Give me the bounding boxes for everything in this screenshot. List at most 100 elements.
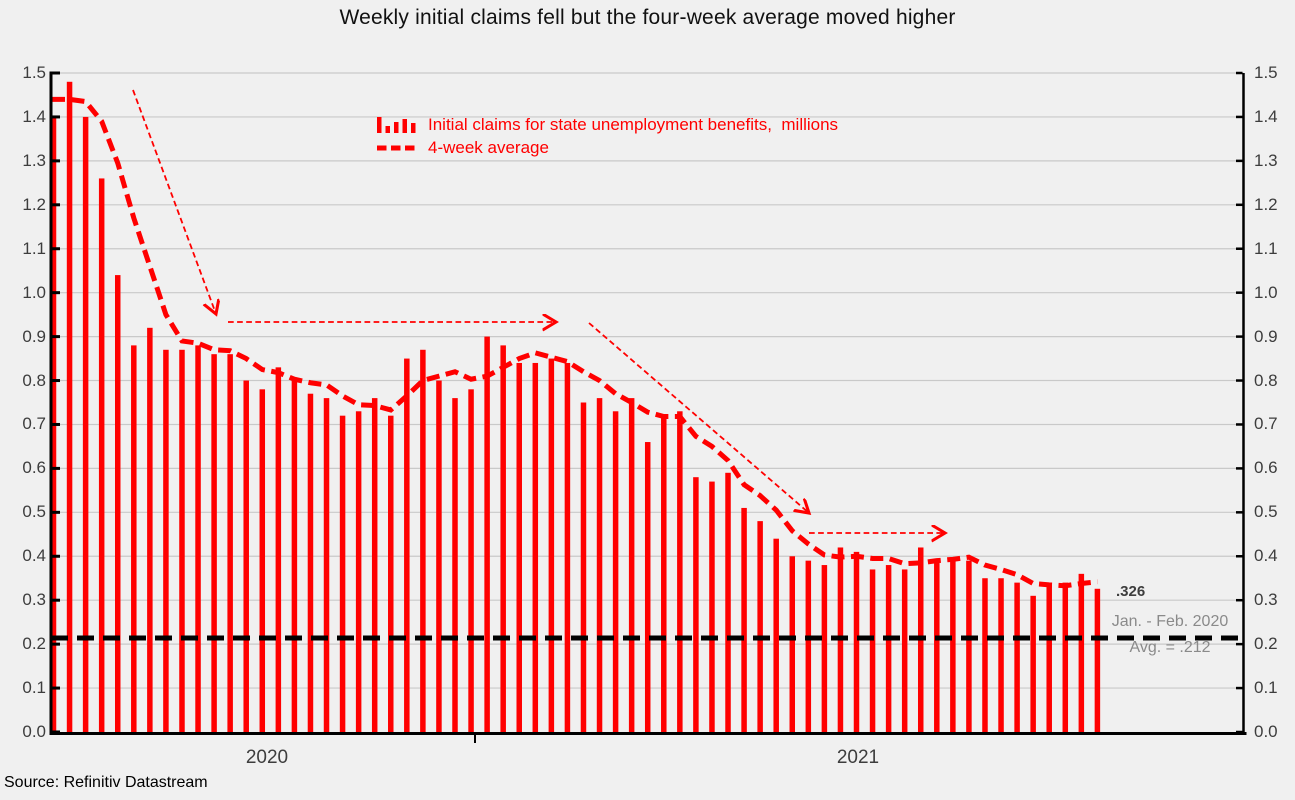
bar-week-34 [596, 398, 603, 733]
bar-week-1 [66, 81, 73, 733]
decline-arrow-2 [588, 322, 809, 513]
bar-week-51 [869, 569, 876, 733]
bar-week-32 [564, 362, 571, 733]
y-tick-label-left-0.0: 0.0 [22, 722, 46, 741]
last-value-label: .326 [1116, 583, 1146, 600]
bar-week-4 [114, 275, 121, 733]
bar-week-23 [420, 349, 426, 733]
bar-week-11 [227, 354, 233, 733]
bar-week-21 [388, 415, 394, 733]
y-tick-label-left-1.3: 1.3 [22, 150, 46, 170]
bar-week-59 [998, 578, 1004, 733]
y-tick-label-right-0.0: 0.0 [1254, 722, 1278, 741]
bar-week-5 [131, 345, 137, 733]
bar-week-7 [163, 349, 169, 733]
y-tick-label-left-0.9: 0.9 [22, 326, 46, 346]
bar-week-41 [709, 481, 715, 733]
y-tick-label-right-0.1: 0.1 [1254, 678, 1278, 698]
y-tick-label-left-0.2: 0.2 [22, 634, 46, 654]
x-year-label-2020: 2020 [245, 747, 289, 768]
source-text: Source: Refinitiv Datastream [4, 774, 208, 791]
bar-week-6 [147, 327, 153, 733]
bar-week-13 [259, 389, 266, 733]
y-tick-label-left-1.5: 1.5 [22, 63, 46, 82]
bar-week-62 [1046, 582, 1052, 733]
bar-week-40 [693, 477, 699, 733]
legend-row-bars: Initial claims for state unemployment be… [377, 113, 838, 136]
bar-week-2 [82, 116, 89, 733]
bar-week-37 [644, 442, 651, 733]
y-tick-label-left-0.7: 0.7 [22, 414, 46, 434]
bar-week-39 [677, 411, 683, 733]
y-tick-label-right-1.3: 1.3 [1254, 150, 1278, 170]
bar-week-31 [548, 358, 555, 733]
dashed-line-legend-icon [377, 145, 419, 151]
chart-title: Weekly initial claims fell but the four-… [339, 6, 956, 29]
bar-week-3 [98, 178, 105, 733]
bar-week-58 [982, 578, 988, 733]
four-week-average-line [52, 96, 1098, 589]
bar-week-9 [195, 345, 201, 733]
bar-week-63 [1062, 582, 1069, 733]
bar-week-25 [452, 398, 458, 733]
y-tick-label-right-0.4: 0.4 [1254, 546, 1278, 566]
y-tick-label-left-0.8: 0.8 [22, 370, 46, 390]
bar-week-46 [789, 556, 796, 733]
y-tick-label-right-0.2: 0.2 [1254, 634, 1278, 654]
bar-week-52 [885, 565, 892, 733]
bar-week-64 [1078, 573, 1085, 733]
y-tick-label-right-1.1: 1.1 [1254, 238, 1278, 258]
bar-week-61 [1030, 595, 1036, 733]
bar-week-20 [371, 398, 378, 733]
legend-average-label: 4-week average [428, 137, 549, 157]
bar-week-14 [275, 367, 282, 733]
y-tick-label-left-1.1: 1.1 [22, 238, 46, 258]
y-tick-label-left-0.1: 0.1 [22, 678, 46, 698]
y-tick-label-right-0.8: 0.8 [1254, 370, 1278, 390]
reference-line-label-line2: Avg. = .212 [1129, 639, 1211, 656]
bar-week-17 [323, 398, 330, 733]
bar-week-56 [950, 560, 956, 733]
y-tick-label-right-0.6: 0.6 [1254, 458, 1278, 478]
bar-week-48 [821, 565, 828, 733]
bar-week-27 [484, 336, 490, 733]
y-tick-label-right-1.4: 1.4 [1254, 106, 1278, 126]
x-year-label-2021: 2021 [836, 747, 880, 768]
y-tick-label-left-1.0: 1.0 [22, 282, 46, 302]
bar-week-65 [1094, 588, 1101, 733]
y-tick-label-left-0.6: 0.6 [22, 458, 46, 478]
bar-week-26 [468, 389, 474, 733]
y-tick-label-right-0.3: 0.3 [1254, 590, 1278, 610]
legend-row-average: 4-week average [377, 136, 838, 159]
legend: Initial claims for state unemployment be… [377, 113, 838, 159]
bar-week-30 [532, 362, 539, 733]
decline-arrow-1 [132, 89, 216, 314]
bar-week-19 [355, 411, 362, 733]
bar-week-57 [966, 560, 972, 733]
bar-week-42 [725, 472, 731, 733]
bar-week-12 [243, 380, 249, 733]
bar-week-50 [853, 551, 860, 733]
y-tick-label-right-1.5: 1.5 [1254, 63, 1278, 82]
y-tick-label-right-0.7: 0.7 [1254, 414, 1278, 434]
bar-week-43 [741, 507, 747, 733]
bar-week-16 [307, 393, 314, 733]
bar-week-15 [291, 380, 298, 733]
y-tick-label-left-0.5: 0.5 [22, 502, 46, 522]
bar-week-28 [500, 345, 506, 733]
bar-week-10 [211, 354, 217, 733]
bar-week-47 [805, 560, 812, 733]
y-tick-label-right-0.9: 0.9 [1254, 326, 1278, 346]
y-tick-label-right-0.5: 0.5 [1254, 502, 1278, 522]
bar-week-60 [1014, 582, 1020, 733]
bar-week-44 [757, 521, 763, 733]
y-tick-label-left-0.3: 0.3 [22, 590, 46, 610]
bar-week-38 [661, 415, 667, 733]
legend-bars-label: Initial claims for state unemployment be… [428, 114, 839, 134]
y-tick-label-right-1.2: 1.2 [1254, 194, 1278, 214]
bar-week-33 [580, 402, 587, 733]
bar-week-18 [339, 415, 346, 733]
bar-week-55 [934, 560, 940, 733]
